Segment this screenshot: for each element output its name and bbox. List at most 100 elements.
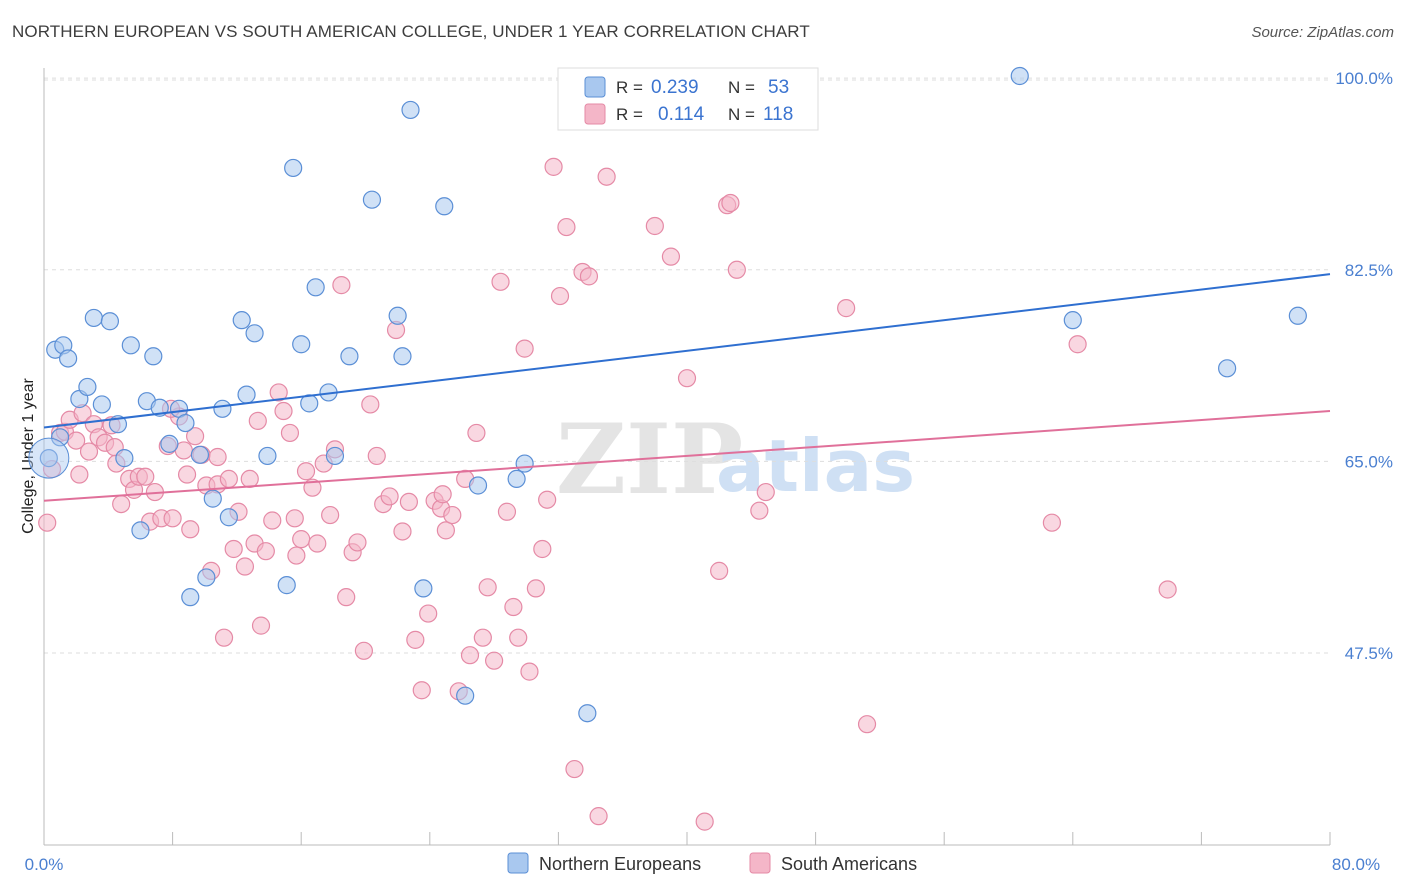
south-american-point [38,513,57,532]
south-american-point [433,485,452,504]
northern-european-point [578,704,597,723]
south-american-point [756,482,775,502]
south-american-point [308,534,327,553]
south-american-point [695,812,714,831]
northern-european-point [401,100,420,120]
south-american-point [478,578,497,597]
northern-european-point [1010,66,1029,86]
watermark: ZIP atlas [556,403,915,516]
northern-european-point [150,398,169,417]
northern-european-point [78,377,97,397]
south-american-point [565,759,584,779]
south-american-point [251,616,271,635]
south-american-point [677,369,697,388]
south-american-point [406,630,425,649]
northern-european-point [414,579,433,598]
south-american-point [544,157,563,176]
south-american-point [380,487,399,506]
south-american-point [296,462,316,481]
south-american-point [354,641,373,660]
bottom-legend-label-pink: South Americans [781,854,917,874]
south-american-point [1068,335,1087,354]
south-american-point [721,193,740,213]
y-tick-label: 65.0% [1345,452,1393,471]
south-american-point [412,681,431,700]
south-american-point [710,561,729,580]
northern-european-point [144,347,163,366]
northern-european-point [50,428,70,447]
south-american-point [579,267,599,286]
trend-lines [43,273,1331,502]
y-tick-label: 82.5% [1345,261,1393,280]
south-american-point [467,423,486,443]
south-american-point [727,260,746,279]
south-american-point [497,502,517,521]
south-american-point [750,501,769,520]
northern-european-point [362,190,382,209]
northern-european-point [515,454,534,473]
south-american-point [181,520,200,539]
south-american-point [235,557,255,576]
south-american-point [348,533,367,552]
northern-european-point [115,449,134,468]
legend-r-label-pink: R = [616,105,643,124]
legend-r-value-blue: 0.239 [651,77,699,98]
south-american-point [443,505,462,525]
northern-european-point [1218,359,1237,378]
trend-line-south-americans [43,410,1331,502]
northern-european-point [325,446,345,466]
south-american-point [321,505,340,525]
south-american-point [285,509,304,528]
northern-european-point [131,521,150,540]
south-american-point [224,539,243,559]
south-american-point [208,447,227,467]
x-ticks [43,832,1331,845]
south-american-point [332,276,351,295]
northern-european-point [232,311,251,330]
northern-european-point [190,445,210,464]
northern-european-point [203,489,222,508]
south-american-point [491,272,510,291]
south-american-point [509,628,528,647]
south-american-point [485,651,504,670]
legend-swatch-blue [584,76,606,98]
south-american-point [177,465,197,484]
stats-legend: R = 0.239 N = 53 R = 0.114 N = 118 [557,67,819,131]
northern-european-point [340,347,359,366]
northern-european-point [176,413,195,433]
south-american-point [645,216,664,236]
northern-european-point [121,336,140,355]
south-american-point [460,646,480,665]
northern-european-point [1288,306,1307,325]
south-american-point [240,469,259,489]
northern-european-point [388,306,407,325]
legend-n-value-pink: 118 [763,104,793,125]
series-south-americans [38,157,1177,831]
northern-european-point [393,347,412,366]
northern-european-point [92,395,111,414]
south-american-point [837,299,856,318]
south-american-point [393,522,412,541]
trend-line-northern-europeans [43,273,1331,429]
south-american-point [263,511,282,530]
northern-european-point [84,308,103,328]
south-american-point [515,339,534,358]
south-american-point [661,247,681,266]
northern-european-point [468,476,488,495]
south-american-point [1158,580,1177,599]
northern-european-point [181,588,200,607]
legend-swatch-pink [584,103,606,125]
south-american-point [526,579,545,598]
south-american-point [857,715,877,734]
northern-european-point [237,385,256,404]
legend-n-value-blue: 53 [768,77,789,98]
northern-european-point [507,469,526,489]
northern-european-point [277,576,296,595]
source-credit: Source: ZipAtlas.com [1251,24,1394,41]
chart-title: NORTHERN EUROPEAN VS SOUTH AMERICAN COLL… [12,22,810,41]
south-american-point [248,411,267,430]
northern-european-point [213,399,232,418]
series-legend: Northern Europeans South Americans [507,852,917,874]
south-american-point [399,492,419,512]
northern-european-point [59,349,78,368]
